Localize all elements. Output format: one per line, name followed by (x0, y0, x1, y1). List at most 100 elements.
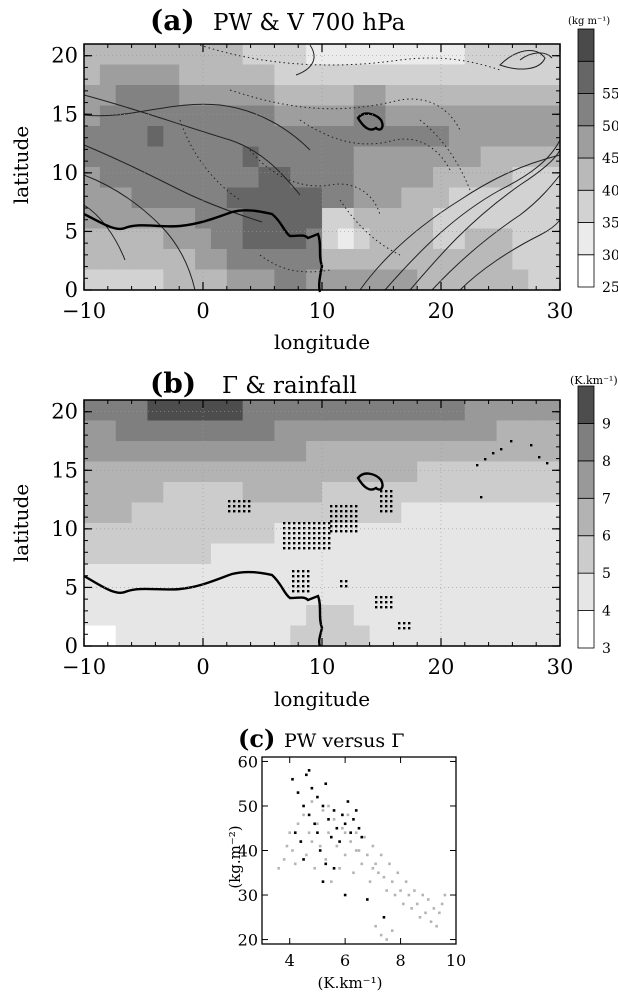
x-tick-label: 6 (340, 951, 350, 970)
field-cell (369, 269, 387, 291)
field-cell (512, 502, 529, 524)
scatter-point (354, 849, 358, 852)
scatter-point (415, 902, 419, 906)
field-cell (84, 269, 101, 291)
field-cell (512, 167, 529, 189)
scatter-point (338, 867, 341, 870)
rainfall-marker (390, 606, 393, 609)
field-cell (131, 441, 149, 463)
scatter-point (285, 844, 289, 848)
field-cell (512, 105, 529, 127)
field-cell (163, 625, 180, 647)
scatter-point (310, 800, 314, 803)
rainfall-marker (303, 527, 306, 530)
field-cell (337, 187, 355, 209)
field-cell (544, 187, 561, 209)
field-cell (274, 441, 291, 463)
field-cell (115, 208, 133, 230)
field-cell (99, 85, 117, 107)
x-tick-label: −10 (62, 655, 106, 679)
field-cell (195, 228, 212, 250)
field-cell (385, 564, 402, 586)
field-cell (369, 249, 387, 271)
field-cell (417, 167, 434, 189)
field-cell (290, 146, 307, 168)
field-cell (385, 126, 402, 148)
rainfall-marker (538, 456, 541, 459)
field-cell (433, 400, 450, 422)
field-cell (210, 64, 228, 86)
x-tick-label: 8 (395, 951, 405, 970)
rainfall-marker (323, 527, 326, 530)
rainfall-marker (297, 575, 300, 578)
panel-c-xlabel: (K.km⁻¹) (318, 974, 383, 992)
field-cell (195, 400, 212, 422)
field-cell (226, 441, 244, 463)
field-cell (464, 44, 482, 66)
rainfall-marker (243, 505, 246, 508)
field-cell (147, 126, 164, 148)
field-cell (258, 482, 275, 504)
field-cell (369, 126, 387, 148)
rainfall-marker (340, 525, 343, 528)
colorbar-swatch (577, 423, 595, 462)
field-cell (131, 461, 149, 483)
field-cell (433, 64, 450, 86)
field-cell (433, 482, 450, 504)
rainfall-marker (335, 520, 338, 523)
rainfall-marker (238, 500, 241, 503)
field-cell (131, 584, 149, 606)
field-cell (433, 441, 450, 463)
rainfall-marker (298, 537, 301, 540)
rainfall-marker (390, 505, 393, 508)
scatter-point (438, 911, 441, 915)
rainfall-marker (308, 522, 311, 525)
field-cell (401, 187, 418, 209)
rainfall-marker (308, 542, 311, 545)
field-cell (306, 167, 323, 189)
rainfall-marker (323, 522, 326, 525)
field-cell (99, 420, 117, 442)
rainfall-marker (375, 601, 378, 604)
field-cell (99, 564, 117, 586)
contour-line (409, 149, 561, 291)
field-cell (274, 105, 291, 127)
field-cell (480, 64, 498, 86)
field-cell (226, 187, 244, 209)
field-cell (528, 228, 545, 250)
field-cell (369, 502, 387, 524)
field-cell (99, 441, 117, 463)
field-cell (544, 64, 561, 86)
field-cell (195, 605, 212, 627)
field-cell (544, 269, 561, 291)
scatter-point (293, 862, 297, 866)
colorbar-level-label: 55 (602, 87, 618, 103)
field-cell (84, 625, 101, 647)
field-cell (274, 564, 291, 586)
scatter-point (332, 809, 336, 812)
field-cell (258, 187, 275, 209)
field-cell (337, 564, 355, 586)
field-cell (274, 420, 291, 442)
field-cell (322, 584, 339, 606)
field-cell (131, 85, 149, 107)
scatter-point (338, 840, 341, 843)
field-cell (528, 584, 545, 606)
field-cell (353, 543, 371, 565)
field-cell (179, 461, 196, 483)
scatter-point (282, 858, 286, 861)
scatter-point (293, 831, 297, 834)
field-cell (163, 584, 180, 606)
rainfall-marker (307, 575, 310, 578)
x-tick-label: 4 (285, 951, 295, 970)
rainfall-marker (328, 542, 331, 545)
field-cell (496, 126, 513, 148)
field-cell (163, 126, 180, 148)
field-cell (179, 126, 196, 148)
field-cell (147, 523, 164, 545)
rainfall-marker (390, 596, 393, 599)
field-cell (480, 167, 498, 189)
rainfall-marker (340, 580, 343, 583)
field-cell (401, 605, 418, 627)
scatter-point (288, 831, 292, 834)
